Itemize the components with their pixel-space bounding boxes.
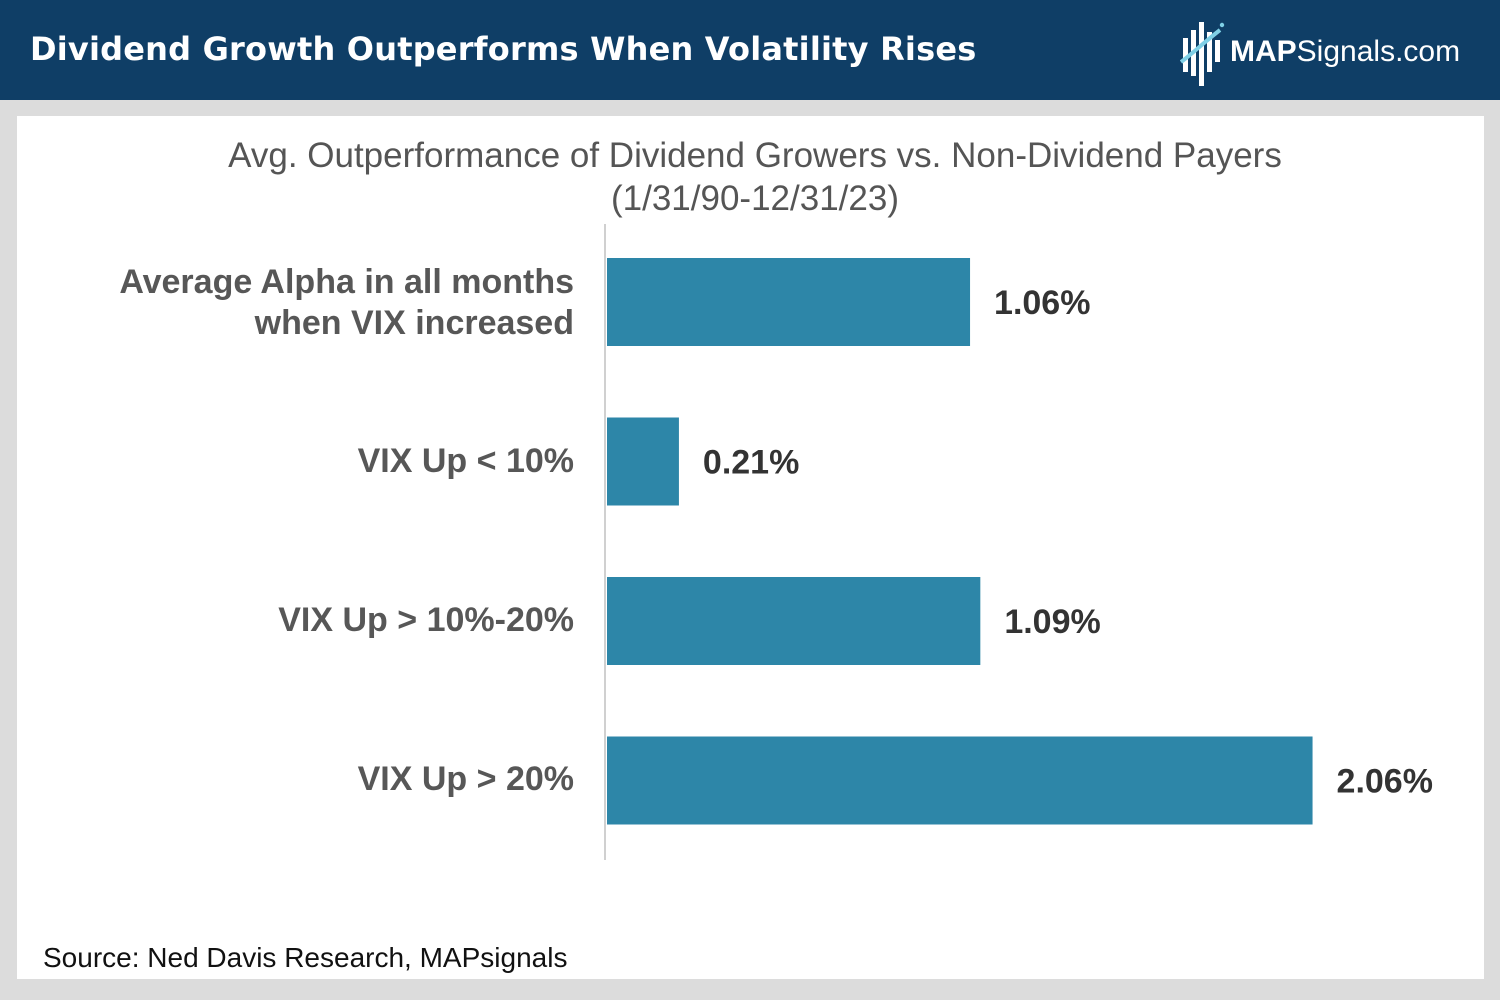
bar-value-label: 2.06%: [1337, 763, 1433, 801]
bar-chart-plot: 1.06% 0.21% 1.09% 2.06%: [604, 224, 1433, 860]
category-label-line: VIX Up > 10%-20%: [278, 601, 574, 639]
category-label-line: VIX Up < 10%: [357, 442, 574, 480]
category-label-line: Average Alpha in all months: [119, 263, 574, 301]
bar: [607, 258, 971, 346]
header-title: Dividend Growth Outperforms When Volatil…: [30, 30, 977, 68]
bar: [607, 577, 981, 665]
category-label: VIX Up > 10%-20%: [278, 600, 574, 641]
category-label: Average Alpha in all months when VIX inc…: [119, 262, 574, 344]
brand-name-strong: MAP: [1230, 35, 1297, 68]
brand-name: MAPSignals.com: [1230, 35, 1460, 69]
category-label: VIX Up > 20%: [358, 759, 574, 800]
category-label-line: when VIX increased: [254, 304, 574, 342]
bar-value-label: 1.09%: [1004, 603, 1100, 641]
bar-chart-logo-icon: [1180, 22, 1225, 86]
bar: [607, 736, 1313, 825]
bar-value-label: 1.06%: [994, 284, 1090, 322]
bar: [607, 417, 679, 506]
chart-panel: Avg. Outperformance of Dividend Growers …: [17, 116, 1484, 979]
chart-title-block: Avg. Outperformance of Dividend Growers …: [17, 134, 1493, 220]
category-label: VIX Up < 10%: [358, 441, 574, 482]
source-note: Source: Ned Davis Research, MAPsignals: [43, 942, 568, 973]
category-label-line: VIX Up > 20%: [357, 760, 574, 798]
header-banner: Dividend Growth Outperforms When Volatil…: [0, 0, 1500, 100]
chart-subtitle: (1/31/90-12/31/23): [611, 179, 899, 218]
bar-value-label: 0.21%: [703, 444, 799, 482]
chart-title: Avg. Outperformance of Dividend Growers …: [228, 136, 1282, 175]
brand-name-rest: Signals.com: [1296, 35, 1461, 68]
